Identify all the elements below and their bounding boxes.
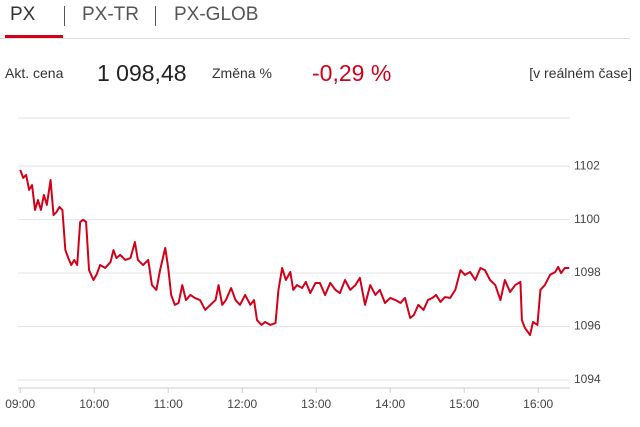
x-tick-label: 10:00 [79,397,109,411]
price-label: Akt. cena [5,65,64,81]
active-tab-indicator [5,35,63,38]
x-tick-label: 12:00 [227,397,257,411]
y-tick-label: 1100 [574,212,600,226]
x-tick-label: 16:00 [523,397,553,411]
x-tick-label: 14:00 [375,397,405,411]
tab-separator [155,6,156,26]
x-tick-label: 09:00 [5,397,35,411]
y-tick-label: 1094 [574,372,601,386]
change-label: Změna % [212,65,272,81]
tab[interactable]: PX [10,4,36,25]
x-tick-label: 11:00 [154,397,183,411]
tab-divider [0,38,630,39]
price: 1 098,48 [97,60,187,86]
tab[interactable]: PX-TR [82,4,139,25]
x-tick-label: 15:00 [449,397,479,411]
change: -0,29 % [312,60,392,86]
y-tick-label: 1098 [574,265,601,279]
x-tick-label: 13:00 [301,397,331,411]
tab-separator [64,6,65,26]
price-line [19,169,570,337]
y-tick-label: 1102 [574,158,600,172]
tab[interactable]: PX-GLOB [174,4,259,25]
y-tick-label: 1096 [574,319,601,333]
realtime-note: [v reálném čase] [529,65,632,81]
